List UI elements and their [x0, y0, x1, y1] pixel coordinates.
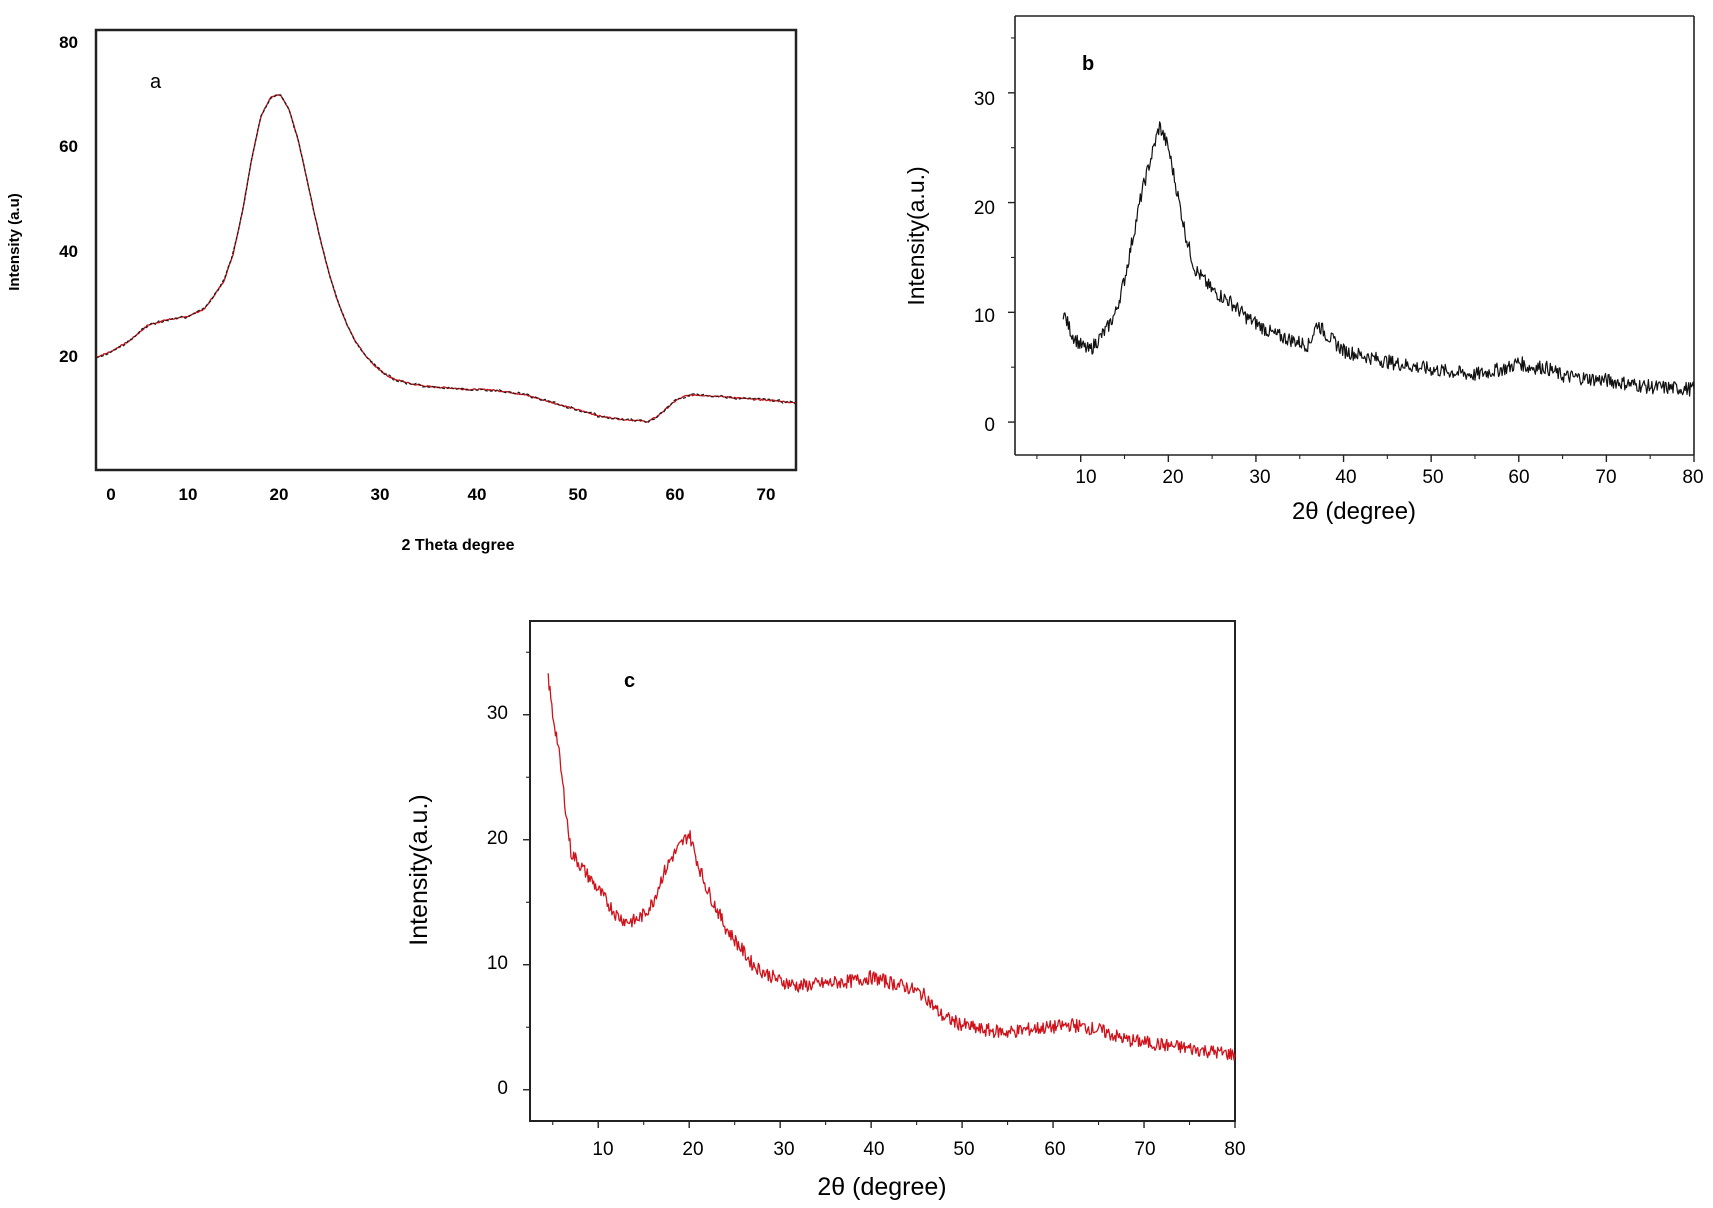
- panel-b-x-tick: 50: [1422, 467, 1443, 488]
- panel-c-x-tick: 80: [1224, 1139, 1245, 1160]
- panel-a-y-axis-label: Intensity (a.u): [6, 193, 23, 291]
- panel-c-y-tick: 0: [497, 1078, 508, 1099]
- panel-a-x-tick: 10: [179, 485, 198, 504]
- panel-b-x-tick: 80: [1682, 467, 1703, 488]
- panel-a-x-tick: 30: [371, 485, 390, 504]
- panel-c-y-tick: 10: [487, 953, 508, 974]
- panel-c-y-axis-label: Intensity(a.u.): [405, 794, 433, 945]
- panel-a-frame: [94, 28, 798, 472]
- panel-a-x-tick: 60: [666, 485, 685, 504]
- series-overlay-line: [95, 93, 797, 424]
- panel-a-x-ticks: 0 10 20 30 40 50 60 70: [106, 485, 775, 504]
- series-line: [1062, 121, 1695, 397]
- panel-b-label: b: [1082, 53, 1094, 75]
- panel-c-x-tick: 50: [953, 1139, 974, 1160]
- panel-b-y-tick: 0: [984, 415, 995, 436]
- panel-a-x-tick: 0: [106, 485, 115, 504]
- panel-c-y-tick-labels: 0 10 20 30: [487, 703, 508, 1099]
- panel-b-x-tick: 10: [1075, 467, 1096, 488]
- panel-b-y-tick: 20: [974, 198, 995, 219]
- panel-c-x-tick: 70: [1134, 1139, 1155, 1160]
- panel-a-y-ticks: 20 40 60 80: [59, 33, 78, 366]
- panel-c-x-tick: 40: [863, 1139, 884, 1160]
- panel-c-x-tick: 30: [773, 1139, 794, 1160]
- panel-a-x-tick: 70: [757, 485, 776, 504]
- panel-b: b 10 20 30 40 50 60 70 80 0 10 20 30 2θ …: [903, 15, 1704, 525]
- panel-a-y-tick: 20: [59, 347, 78, 366]
- panel-c: c 10 20 30 40 50 60 70 80 0 10 20 30 2θ …: [405, 620, 1246, 1201]
- panel-b-x-tick: 70: [1595, 467, 1616, 488]
- panel-b-x-axis-label: 2θ (degree): [1292, 498, 1416, 525]
- panel-b-y-tick: 10: [974, 306, 995, 327]
- series-line: [95, 94, 796, 423]
- panel-c-x-tick: 10: [592, 1139, 613, 1160]
- series-line: [547, 673, 1236, 1061]
- panel-c-x-axis-label: 2θ (degree): [817, 1173, 946, 1201]
- panel-b-y-axis-label: Intensity(a.u.): [903, 166, 929, 305]
- panel-b-y-tick-labels: 0 10 20 30: [974, 89, 995, 436]
- panel-c-ticks: [523, 651, 1236, 1128]
- panel-a-y-tick: 80: [59, 33, 78, 52]
- panel-c-x-tick: 60: [1044, 1139, 1065, 1160]
- panel-a-x-axis-label: 2 Theta degree: [402, 537, 515, 554]
- panel-b-y-tick: 30: [974, 89, 995, 110]
- panel-b-ticks: [1008, 37, 1695, 462]
- panel-c-label: c: [624, 670, 635, 692]
- panel-c-y-tick: 30: [487, 703, 508, 724]
- panel-c-plot-area: [547, 673, 1236, 1061]
- panel-c-y-tick: 20: [487, 828, 508, 849]
- panel-c-frame: [529, 620, 1236, 1122]
- panel-a-y-tick: 40: [59, 242, 78, 261]
- panel-b-x-tick: 20: [1162, 467, 1183, 488]
- panel-a-x-tick: 50: [569, 485, 588, 504]
- panel-b-x-tick: 40: [1335, 467, 1356, 488]
- panel-b-x-tick: 60: [1508, 467, 1529, 488]
- panel-c-x-tick: 20: [682, 1139, 703, 1160]
- panel-a-plot-area: [95, 93, 797, 424]
- panel-a-label: a: [150, 71, 162, 93]
- panel-a: a 0 10 20 30 40 50 60 70 20 40 60 80 2 T…: [6, 28, 798, 554]
- panel-a-y-tick: 60: [59, 137, 78, 156]
- panel-b-x-tick: 30: [1249, 467, 1270, 488]
- panel-c-x-tick-labels: 10 20 30 40 50 60 70 80: [592, 1139, 1245, 1160]
- panel-b-x-tick-labels: 10 20 30 40 50 60 70 80: [1075, 467, 1703, 488]
- panel-a-x-tick: 40: [468, 485, 487, 504]
- panel-a-x-tick: 20: [270, 485, 289, 504]
- panel-b-plot-area: [1062, 121, 1695, 397]
